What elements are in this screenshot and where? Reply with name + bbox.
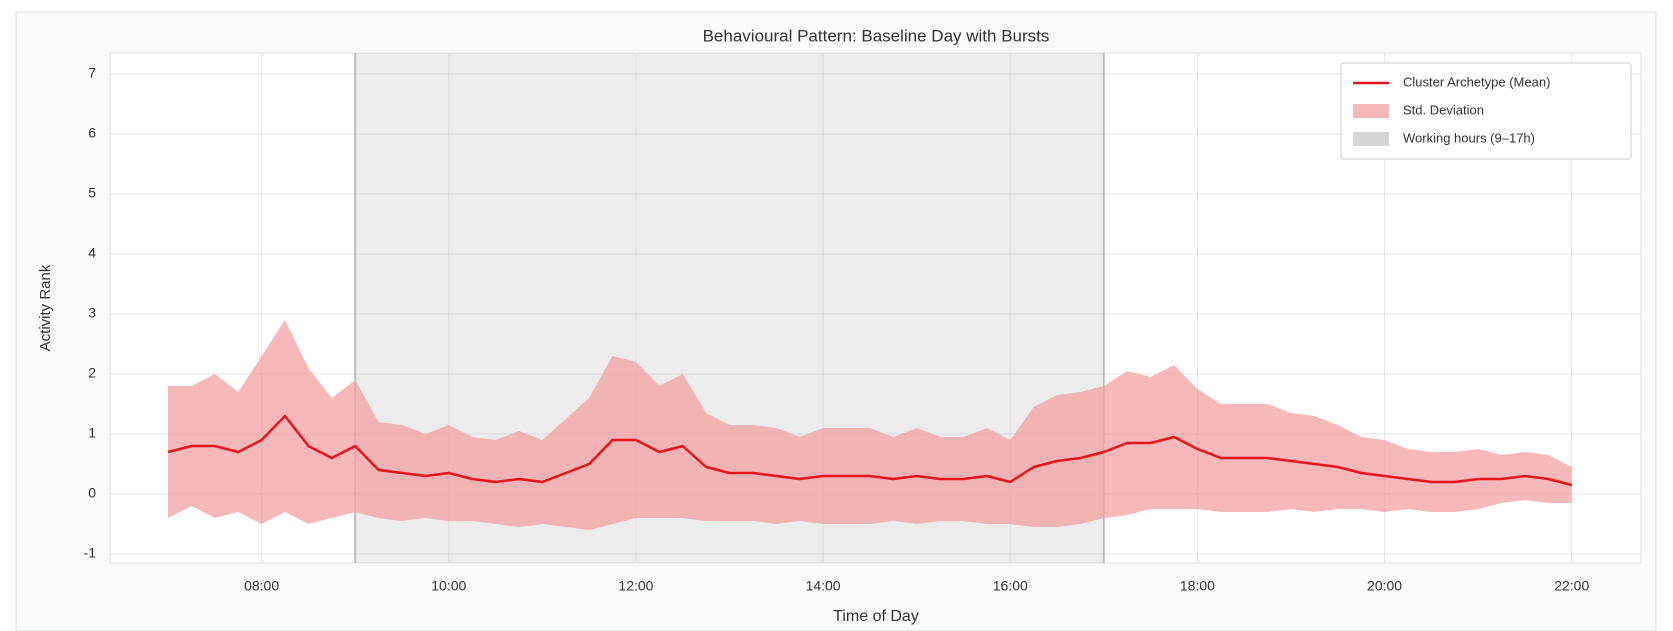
y-tick-label: 4 xyxy=(88,245,96,261)
legend: Cluster Archetype (Mean) Std. Deviation Wo… xyxy=(1340,62,1632,160)
y-axis-label: Activity Rank xyxy=(37,264,54,351)
x-tick-label: 14:00 xyxy=(806,578,841,594)
x-tick-label: 10:00 xyxy=(431,578,466,594)
x-tick-label: 16:00 xyxy=(993,578,1028,594)
legend-swatch xyxy=(1353,104,1389,118)
y-tick-label: 6 xyxy=(88,125,96,141)
x-tick-label: 08:00 xyxy=(244,578,279,594)
chart-title: Behavioural Pattern: Baseline Day with B… xyxy=(703,26,1050,45)
y-tick-label: 2 xyxy=(88,365,96,381)
y-tick-label: 1 xyxy=(88,425,96,441)
legend-label: Cluster Archetype (Mean) xyxy=(1403,74,1550,89)
legend-label: Working hours (9–17h) xyxy=(1403,130,1535,145)
y-tick-label: 3 xyxy=(88,305,96,321)
x-tick-label: 18:00 xyxy=(1180,578,1215,594)
legend-label: Std. Deviation xyxy=(1403,102,1484,117)
x-tick-label: 20:00 xyxy=(1367,578,1402,594)
x-tick-label: 22:00 xyxy=(1554,578,1589,594)
mean-line xyxy=(167,414,1573,487)
y-tick-label: -1 xyxy=(84,545,97,561)
y-tick-label: 5 xyxy=(88,185,96,201)
y-tick-label: 0 xyxy=(88,485,96,501)
x-axis-label: Time of Day xyxy=(833,608,919,625)
y-tick-label: 7 xyxy=(88,65,96,81)
legend-frame xyxy=(1340,62,1632,160)
legend-swatch xyxy=(1353,132,1389,146)
std-band xyxy=(168,320,1572,530)
x-tick-label: 12:00 xyxy=(618,578,653,594)
